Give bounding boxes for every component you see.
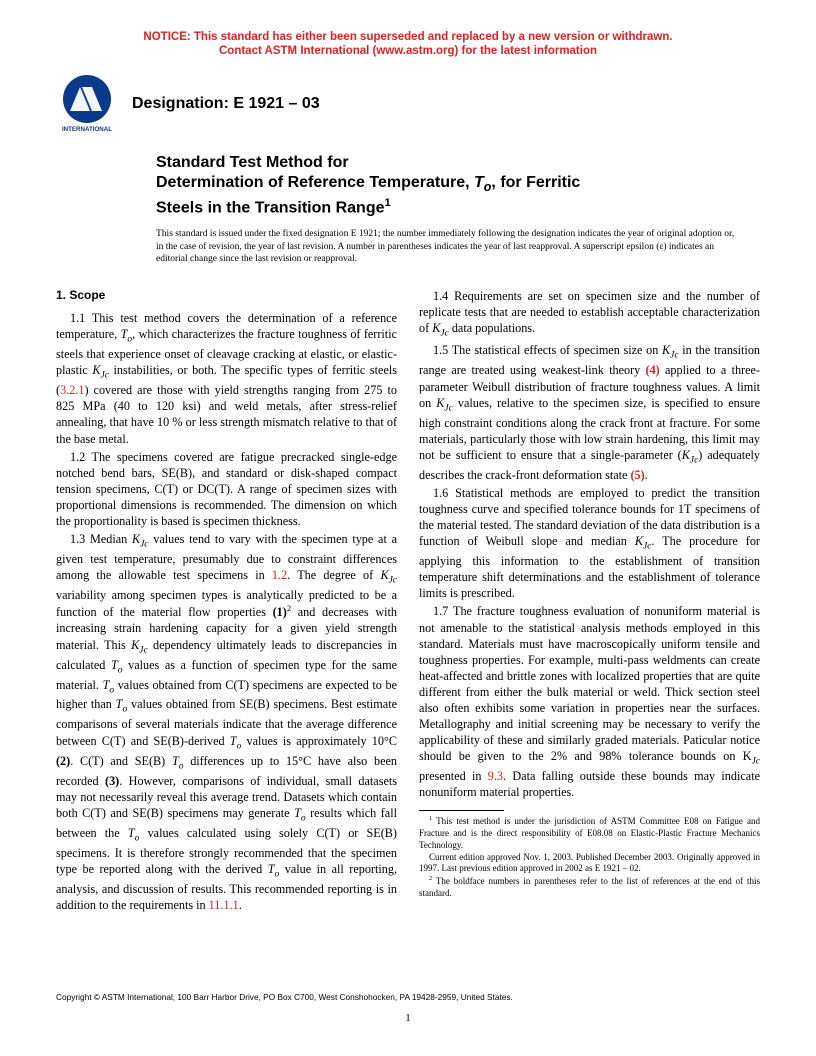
title-line2: Determination of Reference Temperature, …: [156, 173, 760, 196]
footnote-1: 1 This test method is under the jurisdic…: [419, 815, 760, 851]
title-symbol: T: [474, 174, 484, 191]
title-part-a: Determination of Reference Temperature,: [156, 174, 474, 191]
footnote-2: 2 The boldface numbers in parentheses re…: [419, 875, 760, 899]
para-1-5: 1.5 The statistical effects of specimen …: [419, 342, 760, 482]
issuance-note: This standard is issued under the fixed …: [156, 228, 740, 266]
para-1-4: 1.4 Requirements are set on specimen siz…: [419, 288, 760, 340]
notice-line2: Contact ASTM International (www.astm.org…: [219, 45, 597, 57]
para-1-2: 1.2 The specimens covered are fatigue pr…: [56, 449, 397, 529]
page-number: 1: [405, 1012, 411, 1024]
notice-banner: NOTICE: This standard has either been su…: [56, 30, 760, 59]
body-columns: 1. Scope 1.1 This test method covers the…: [56, 288, 760, 913]
para-1-7: 1.7 The fracture toughness evaluation of…: [419, 603, 760, 800]
para-1-3: 1.3 Median KJc values tend to vary with …: [56, 531, 397, 913]
title-line3: Steels in the Transition Range1: [156, 196, 760, 218]
para-1-1: 1.1 This test method covers the determin…: [56, 310, 397, 447]
section-1-heading: 1. Scope: [56, 288, 397, 304]
header-row: INTERNATIONAL Designation: E 1921 – 03: [56, 73, 760, 135]
title-part-b: , for Ferritic: [491, 174, 580, 191]
title-line3-text: Steels in the Transition Range: [156, 199, 385, 216]
svg-text:INTERNATIONAL: INTERNATIONAL: [62, 126, 112, 133]
copyright-line: Copyright © ASTM International, 100 Barr…: [56, 992, 513, 1002]
title-line1: Standard Test Method for: [156, 153, 760, 173]
notice-line1: NOTICE: This standard has either been su…: [143, 31, 672, 43]
title-block: Standard Test Method for Determination o…: [156, 153, 760, 218]
title-sup: 1: [385, 197, 391, 209]
designation: Designation: E 1921 – 03: [132, 95, 320, 113]
astm-logo: INTERNATIONAL: [56, 73, 118, 135]
footnote-rule: [419, 810, 504, 811]
footnote-1b: Current edition approved Nov. 1, 2003. P…: [419, 852, 760, 875]
para-1-6: 1.6 Statistical methods are employed to …: [419, 485, 760, 602]
